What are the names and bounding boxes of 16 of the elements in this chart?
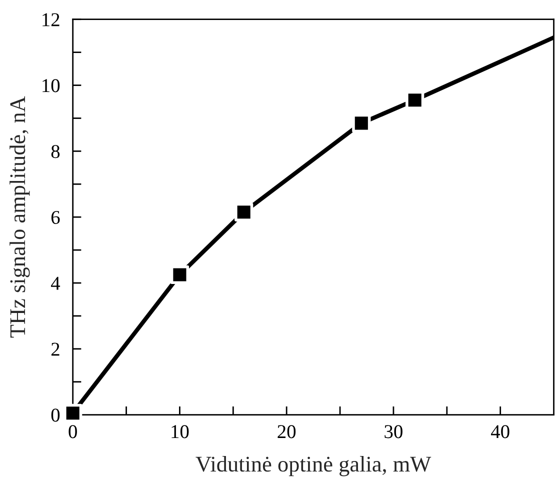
point	[170, 265, 190, 284]
y-axis-title: THz signalo amplitudė, nA	[10, 96, 30, 338]
x-tick-label: 20	[278, 425, 296, 438]
y-tick-label: 8	[51, 144, 60, 158]
y-tick-label: 2	[51, 342, 60, 356]
x-tick-label: 10	[172, 425, 189, 438]
y-tick-label: 0	[51, 408, 60, 422]
y-tick-label: 4	[50, 276, 60, 290]
x-tick-label: 30	[384, 425, 402, 438]
x-axis-title: Vidutinė optinė galia, mW	[196, 456, 432, 476]
y-tick-label: 10	[42, 79, 60, 92]
x-tick-label: 0	[68, 425, 77, 438]
x-tick-label: 40	[490, 425, 510, 438]
y-tick-label: 12	[42, 13, 60, 26]
point	[234, 202, 254, 222]
y-tick-label: 6	[51, 210, 60, 224]
